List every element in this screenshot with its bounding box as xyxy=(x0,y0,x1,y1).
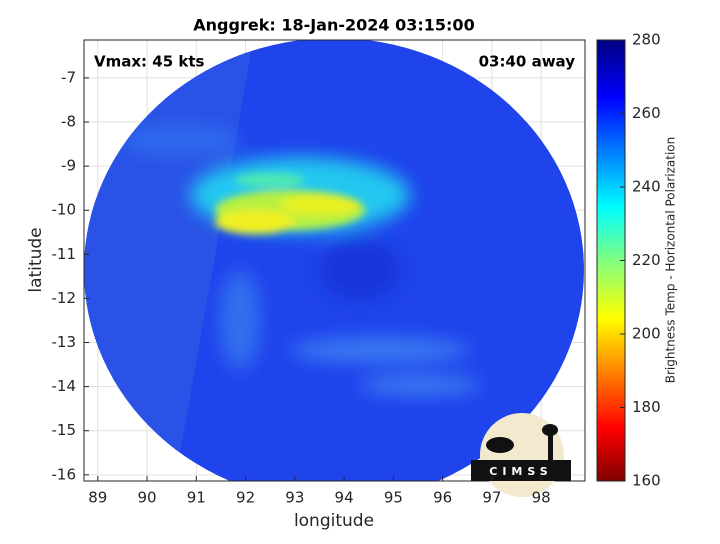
y-tick-label: -12 xyxy=(52,289,77,307)
colorbar-tick-label: 200 xyxy=(632,325,661,343)
colorbar-tick-label: 220 xyxy=(632,251,661,269)
logo: CIMSS xyxy=(471,413,571,497)
axes-box xyxy=(83,39,586,482)
y-axis-label: latitude xyxy=(26,227,46,292)
colorbar-label: Brightness Temp - Horizontal Polarizatio… xyxy=(664,137,678,384)
y-tick-label: -11 xyxy=(52,245,77,263)
x-tick-label: 94 xyxy=(335,489,354,507)
x-tick-label: 95 xyxy=(384,489,403,507)
annotation: 03:40 away xyxy=(479,53,576,71)
chart-title: Anggrek: 18-Jan-2024 03:15:00 xyxy=(193,16,474,35)
y-tick-label: -7 xyxy=(61,68,76,86)
x-tick-label: 98 xyxy=(532,489,551,507)
annotation: Vmax: 45 kts xyxy=(94,53,204,71)
x-tick-label: 92 xyxy=(236,489,255,507)
x-tick-label: 93 xyxy=(285,489,304,507)
y-tick-label: -9 xyxy=(61,157,76,175)
colorbar-tick-label: 160 xyxy=(632,472,661,490)
x-tick-label: 96 xyxy=(433,489,452,507)
y-tick-label: -14 xyxy=(52,377,77,395)
x-tick-label: 91 xyxy=(187,489,206,507)
y-tick-label: -10 xyxy=(52,201,77,219)
colorbar-tick-label: 280 xyxy=(632,31,661,49)
colorbar-tick-label: 180 xyxy=(632,398,661,416)
x-tick-label: 89 xyxy=(88,489,107,507)
colorbar-tick-label: 260 xyxy=(632,104,661,122)
x-tick-label: 90 xyxy=(138,489,157,507)
y-tick-label: -16 xyxy=(52,465,77,483)
y-tick-label: -15 xyxy=(52,421,77,439)
y-tick-label: -13 xyxy=(52,333,77,351)
logo-text: CIMSS xyxy=(489,465,552,478)
satellite-image xyxy=(84,40,584,481)
y-tick-label: -8 xyxy=(61,113,76,131)
x-axis-label: longitude xyxy=(294,511,374,531)
colorbar-tick-label: 240 xyxy=(632,178,661,196)
x-tick-label: 97 xyxy=(482,489,501,507)
